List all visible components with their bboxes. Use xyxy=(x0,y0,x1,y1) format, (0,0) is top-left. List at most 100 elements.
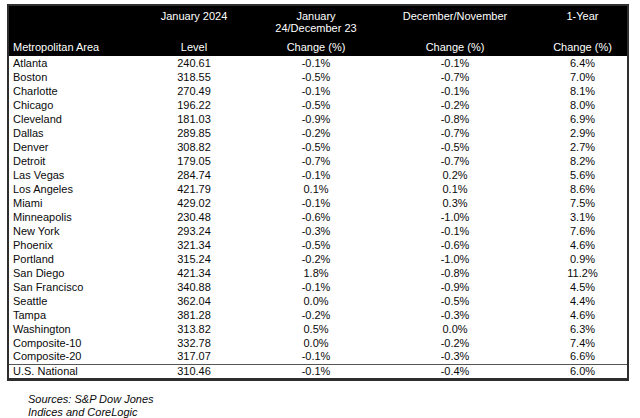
cell-metro-area: Composite-20 xyxy=(8,350,128,364)
sources-note: Sources: S&P Dow Jones Indices and CoreL… xyxy=(28,393,640,418)
cell-level: 429.02 xyxy=(128,196,260,210)
cell-prev-mom-change: -1.0% xyxy=(372,252,538,266)
cell-mom-change: -0.1% xyxy=(260,364,372,379)
header-top-label-line2: 24/December 23 xyxy=(275,22,356,34)
cell-prev-mom-change: -0.1% xyxy=(372,84,538,98)
cell-prev-mom-change: -0.8% xyxy=(372,266,538,280)
table-row: Washington 313.82 0.5% 0.0% 6.3% xyxy=(8,322,628,336)
col-header-mom-change: January 24/December 23 Change (%) xyxy=(260,5,372,56)
cell-level: 315.24 xyxy=(128,252,260,266)
case-shiller-table-page: Metropolitan Area January 2024 Level Jan… xyxy=(0,4,640,418)
cell-metro-area: Portland xyxy=(8,252,128,266)
cell-level: 310.46 xyxy=(128,364,260,379)
cell-prev-mom-change: -0.2% xyxy=(372,336,538,350)
header-bottom-label: Change (%) xyxy=(538,41,627,53)
cell-mom-change: -0.1% xyxy=(260,280,372,294)
cell-mom-change: -0.6% xyxy=(260,210,372,224)
cell-mom-change: -0.2% xyxy=(260,308,372,322)
cell-1-year-change: 7.6% xyxy=(538,224,628,238)
cell-mom-change: 0.0% xyxy=(260,336,372,350)
cell-prev-mom-change: -0.7% xyxy=(372,126,538,140)
sources-note-line1: Sources: S&P Dow Jones xyxy=(28,393,640,406)
cell-level: 340.88 xyxy=(128,280,260,294)
header-top-label: December/November xyxy=(372,10,538,22)
cell-mom-change: -0.2% xyxy=(260,252,372,266)
cell-level: 318.55 xyxy=(128,70,260,84)
cell-1-year-change: 6.6% xyxy=(538,350,628,364)
cell-1-year-change: 4.6% xyxy=(538,238,628,252)
table-row: Minneapolis 230.48 -0.6% -1.0% 3.1% xyxy=(8,210,628,224)
cell-prev-mom-change: -0.3% xyxy=(372,308,538,322)
cell-level: 293.24 xyxy=(128,224,260,238)
cell-1-year-change: 8.2% xyxy=(538,154,628,168)
table-row: Los Angeles 421.79 0.1% 0.1% 8.6% xyxy=(8,182,628,196)
cell-mom-change: -0.5% xyxy=(260,98,372,112)
cell-level: 321.34 xyxy=(128,238,260,252)
cell-1-year-change: 3.1% xyxy=(538,210,628,224)
table-row: Dallas 289.85 -0.2% -0.7% 2.9% xyxy=(8,126,628,140)
cell-level: 317.07 xyxy=(128,350,260,364)
table-row: Seattle 362.04 0.0% -0.5% 4.4% xyxy=(8,294,628,308)
header-top-label: 1-Year xyxy=(538,10,627,22)
cell-prev-mom-change: -0.7% xyxy=(372,70,538,84)
cell-metro-area: Tampa xyxy=(8,308,128,322)
cell-level: 421.79 xyxy=(128,182,260,196)
cell-metro-area: Seattle xyxy=(8,294,128,308)
sources-note-line2: Indices and CoreLogic xyxy=(28,406,640,418)
cell-metro-area: Phoenix xyxy=(8,238,128,252)
cell-metro-area: Boston xyxy=(8,70,128,84)
table-row: Composite-10 332.78 0.0% -0.2% 7.4% xyxy=(8,336,628,350)
cell-mom-change: -0.5% xyxy=(260,238,372,252)
cell-1-year-change: 2.7% xyxy=(538,140,628,154)
table-row: Chicago 196.22 -0.5% -0.2% 8.0% xyxy=(8,98,628,112)
cell-level: 230.48 xyxy=(128,210,260,224)
cell-prev-mom-change: -0.6% xyxy=(372,238,538,252)
cell-1-year-change: 7.4% xyxy=(538,336,628,350)
header-bottom-label: Level xyxy=(128,41,260,53)
table-row: Phoenix 321.34 -0.5% -0.6% 4.6% xyxy=(8,238,628,252)
cell-1-year-change: 4.5% xyxy=(538,280,628,294)
cell-1-year-change: 2.9% xyxy=(538,126,628,140)
cell-prev-mom-change: 0.3% xyxy=(372,196,538,210)
header-top-group: January 24/December 23 xyxy=(260,10,372,34)
cell-1-year-change: 7.5% xyxy=(538,196,628,210)
cell-mom-change: -0.9% xyxy=(260,112,372,126)
header-top-label: January 2024 xyxy=(128,10,260,22)
cell-mom-change: -0.1% xyxy=(260,84,372,98)
cell-prev-mom-change: -0.2% xyxy=(372,98,538,112)
table-row: San Francisco 340.88 -0.1% -0.9% 4.5% xyxy=(8,280,628,294)
table-row: Composite-20 317.07 -0.1% -0.3% 6.6% xyxy=(8,350,628,364)
cell-1-year-change: 8.6% xyxy=(538,182,628,196)
cell-level: 362.04 xyxy=(128,294,260,308)
cell-1-year-change: 6.0% xyxy=(538,364,628,379)
table-row: Denver 308.82 -0.5% -0.5% 2.7% xyxy=(8,140,628,154)
cell-1-year-change: 8.0% xyxy=(538,98,628,112)
table-row: U.S. National 310.46 -0.1% -0.4% 6.0% xyxy=(8,364,628,379)
table-row: Boston 318.55 -0.5% -0.7% 7.0% xyxy=(8,70,628,84)
cell-mom-change: -0.1% xyxy=(260,196,372,210)
cell-metro-area: Cleveland xyxy=(8,112,128,126)
table-row: Charlotte 270.49 -0.1% -0.1% 8.1% xyxy=(8,84,628,98)
cell-mom-change: -0.2% xyxy=(260,126,372,140)
cell-metro-area: Atlanta xyxy=(8,56,128,70)
cell-level: 289.85 xyxy=(128,126,260,140)
header-bottom-label: Change (%) xyxy=(260,41,372,53)
cell-metro-area: San Diego xyxy=(8,266,128,280)
table-row: Cleveland 181.03 -0.9% -0.8% 6.9% xyxy=(8,112,628,126)
col-header-metropolitan-area: Metropolitan Area xyxy=(8,5,128,56)
cell-mom-change: -0.7% xyxy=(260,154,372,168)
cell-prev-mom-change: -0.1% xyxy=(372,56,538,70)
cell-prev-mom-change: -1.0% xyxy=(372,210,538,224)
table-row: San Diego 421.34 1.8% -0.8% 11.2% xyxy=(8,266,628,280)
table-row: Atlanta 240.61 -0.1% -0.1% 6.4% xyxy=(8,56,628,70)
cell-level: 270.49 xyxy=(128,84,260,98)
cell-level: 196.22 xyxy=(128,98,260,112)
cell-metro-area: Composite-10 xyxy=(8,336,128,350)
cell-prev-mom-change: -0.3% xyxy=(372,350,538,364)
cell-metro-area: Dallas xyxy=(8,126,128,140)
metro-area-index-table: Metropolitan Area January 2024 Level Jan… xyxy=(7,4,629,381)
header-top-label: January xyxy=(296,10,335,22)
cell-metro-area: Denver xyxy=(8,140,128,154)
cell-mom-change: -0.3% xyxy=(260,224,372,238)
cell-metro-area: Las Vegas xyxy=(8,168,128,182)
